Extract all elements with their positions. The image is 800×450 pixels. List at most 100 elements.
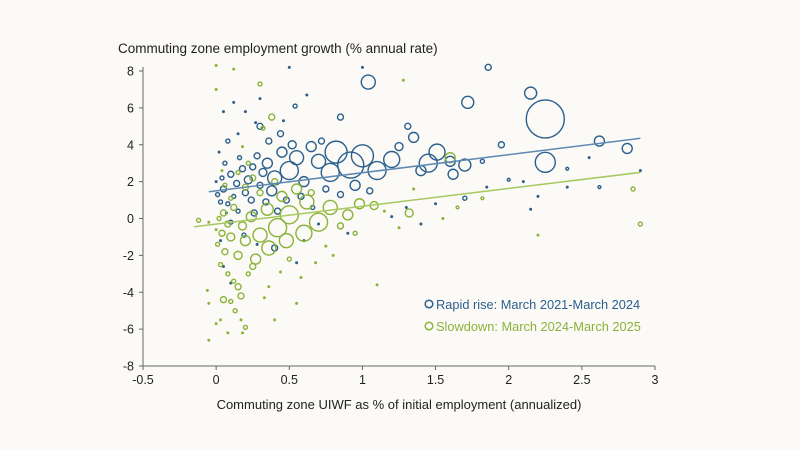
data-point bbox=[249, 174, 257, 182]
data-point bbox=[214, 63, 218, 67]
data-point bbox=[247, 196, 255, 204]
data-point bbox=[245, 160, 252, 166]
data-point bbox=[587, 156, 591, 160]
data-point bbox=[222, 182, 228, 189]
data-point bbox=[401, 78, 405, 82]
data-point bbox=[254, 121, 258, 125]
data-point bbox=[229, 203, 238, 212]
data-point bbox=[270, 244, 279, 252]
data-point bbox=[261, 157, 274, 169]
data-point bbox=[219, 175, 225, 181]
data-point bbox=[375, 283, 379, 287]
data-point bbox=[258, 167, 268, 178]
x-tick-label: 2.5 bbox=[573, 373, 590, 387]
data-point bbox=[235, 169, 241, 176]
data-point bbox=[310, 153, 327, 170]
x-tick-label: 3 bbox=[652, 373, 659, 387]
data-point bbox=[258, 97, 262, 101]
data-point bbox=[214, 322, 218, 326]
data-point bbox=[240, 331, 244, 335]
data-point bbox=[273, 318, 277, 322]
x-tick-label: 1 bbox=[359, 373, 366, 387]
data-point bbox=[322, 199, 338, 216]
data-point bbox=[565, 166, 570, 171]
data-point bbox=[292, 103, 298, 109]
data-point bbox=[412, 187, 416, 191]
legend-marker-slowdown bbox=[424, 321, 434, 331]
data-point bbox=[257, 81, 263, 87]
legend: Rapid rise: March 2021-March 2024 Slowdo… bbox=[424, 297, 641, 334]
data-point bbox=[225, 201, 231, 207]
data-point bbox=[630, 186, 636, 192]
data-point bbox=[484, 63, 492, 72]
data-point bbox=[366, 187, 374, 195]
data-point bbox=[207, 338, 211, 342]
data-point bbox=[222, 160, 228, 166]
data-point bbox=[262, 198, 270, 206]
data-point bbox=[324, 244, 328, 248]
data-point bbox=[225, 138, 231, 144]
data-point bbox=[237, 292, 245, 300]
data-point bbox=[239, 318, 243, 322]
data-point bbox=[350, 144, 375, 168]
data-point bbox=[295, 224, 313, 242]
data-point bbox=[261, 240, 277, 256]
data-point bbox=[305, 93, 309, 97]
legend-label-rapid-rise: Rapid rise: March 2021-March 2024 bbox=[436, 297, 640, 312]
data-point bbox=[237, 221, 248, 231]
data-point bbox=[317, 137, 326, 145]
data-point bbox=[337, 151, 365, 179]
trend-line-slowdown bbox=[194, 171, 641, 228]
data-point bbox=[276, 190, 288, 203]
y-tick-label: 2 bbox=[127, 175, 134, 189]
data-point bbox=[267, 218, 288, 238]
data-point bbox=[394, 141, 404, 152]
series-rapid-rise bbox=[214, 63, 642, 285]
data-point bbox=[320, 162, 340, 183]
data-point bbox=[220, 169, 224, 173]
data-point bbox=[207, 301, 211, 305]
data-point bbox=[298, 175, 310, 188]
data-point bbox=[621, 142, 633, 155]
data-point bbox=[353, 198, 366, 210]
data-point bbox=[317, 222, 321, 226]
data-point bbox=[336, 222, 345, 230]
data-point bbox=[404, 122, 412, 131]
data-point bbox=[228, 195, 234, 201]
data-point bbox=[249, 163, 257, 171]
data-point bbox=[216, 215, 222, 222]
data-point bbox=[232, 179, 241, 188]
data-point bbox=[214, 191, 221, 198]
data-point bbox=[305, 140, 317, 153]
data-point bbox=[441, 217, 445, 221]
legend-marker-rapid-rise bbox=[424, 299, 434, 309]
data-point bbox=[255, 242, 259, 246]
data-point bbox=[336, 190, 345, 199]
data-point bbox=[214, 228, 218, 232]
data-point bbox=[234, 283, 242, 291]
data-point bbox=[239, 234, 252, 247]
data-point bbox=[242, 324, 249, 330]
data-point bbox=[461, 95, 475, 110]
data-point bbox=[428, 143, 446, 161]
data-point bbox=[279, 270, 283, 274]
data-point bbox=[455, 205, 460, 210]
data-point bbox=[286, 256, 292, 262]
data-point bbox=[597, 185, 602, 190]
data-point bbox=[226, 232, 236, 242]
data-point bbox=[638, 169, 642, 173]
data-point bbox=[290, 183, 303, 195]
data-point bbox=[238, 165, 247, 173]
y-tick-label: 4 bbox=[127, 138, 134, 152]
data-point bbox=[226, 331, 230, 335]
data-point bbox=[219, 318, 223, 322]
chart-title: Commuting zone employment growth (% annu… bbox=[118, 41, 438, 56]
data-point bbox=[240, 145, 244, 149]
data-point bbox=[232, 67, 236, 71]
y-tick-label: 8 bbox=[127, 65, 134, 79]
data-point bbox=[281, 119, 285, 123]
plot-marks bbox=[195, 63, 644, 342]
data-point bbox=[268, 113, 276, 121]
series-slowdown bbox=[195, 63, 644, 342]
